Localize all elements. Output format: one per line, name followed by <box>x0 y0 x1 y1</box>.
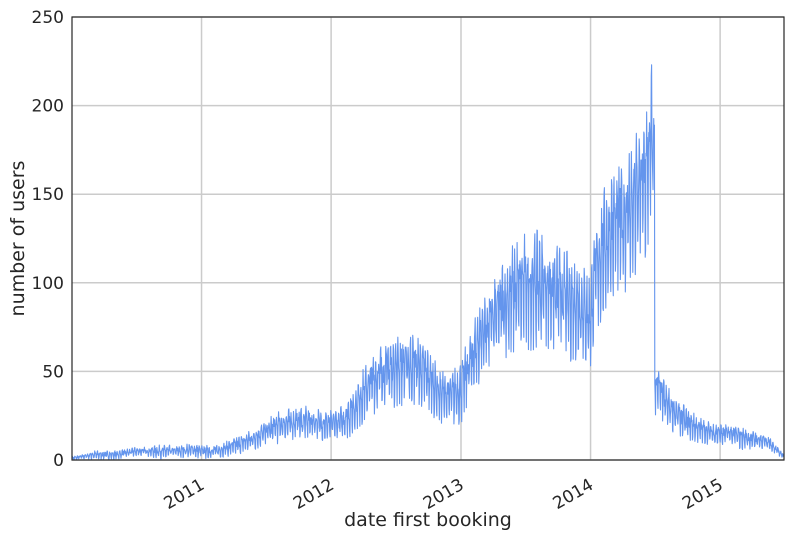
y-tick-label: 150 <box>32 185 64 205</box>
x-tick-label: 2011 <box>161 475 208 514</box>
y-axis-ticks: 0 50 100 150 200 250 <box>32 8 64 471</box>
y-axis-label: number of users <box>7 161 29 317</box>
series-line <box>71 64 785 461</box>
y-tick-label: 50 <box>42 362 64 382</box>
y-tick-label: 200 <box>32 97 64 117</box>
y-tick-label: 250 <box>32 8 64 28</box>
x-axis-label: date first booking <box>344 509 512 531</box>
grid-layer <box>72 16 784 461</box>
y-tick-label: 100 <box>32 274 64 294</box>
x-tick-label: 2015 <box>679 475 726 514</box>
series-layer <box>71 64 785 461</box>
plot-frame <box>71 16 785 461</box>
x-tick-label: 2014 <box>550 475 597 514</box>
y-tick-label: 0 <box>53 451 64 471</box>
x-tick-label: 2012 <box>290 475 337 514</box>
